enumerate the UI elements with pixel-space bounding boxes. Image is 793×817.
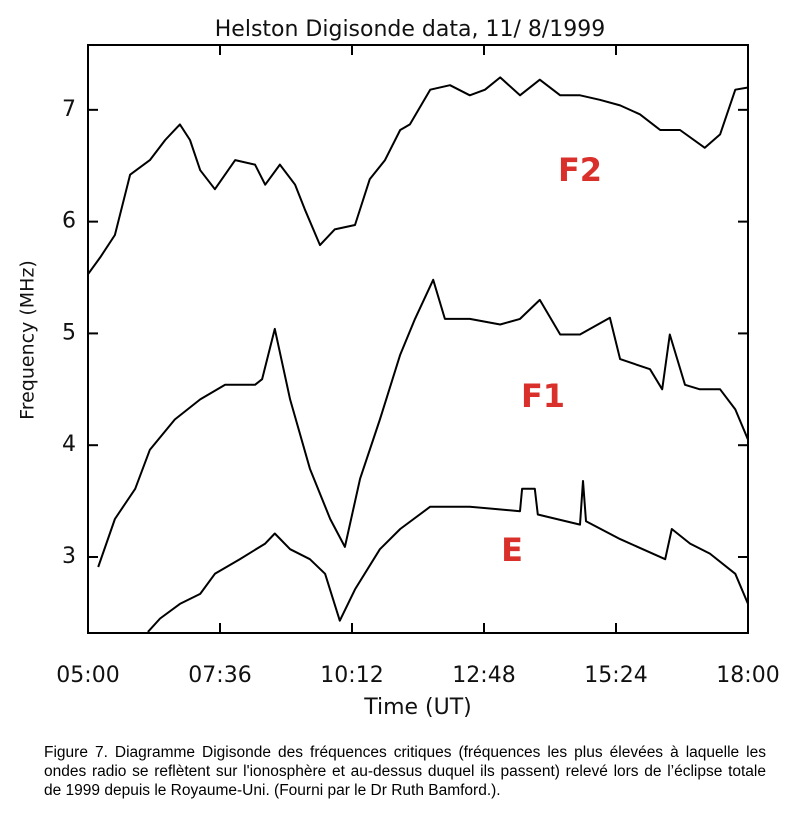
series-label: E xyxy=(501,531,523,569)
x-tick-label: 07:36 xyxy=(188,663,251,688)
y-tick-label: 3 xyxy=(62,544,76,569)
series-label: F1 xyxy=(521,377,565,415)
caption: Figure 7. Diagramme Digisonde des fréque… xyxy=(44,744,766,799)
chart-title: Helston Digisonde data, 11/ 8/1999 xyxy=(215,17,606,42)
x-axis-label: Time (UT) xyxy=(363,695,472,720)
x-tick-label: 10:12 xyxy=(320,663,383,688)
x-tick-label: 12:48 xyxy=(452,663,515,688)
series-label: F2 xyxy=(558,151,602,189)
y-tick-label: 7 xyxy=(62,97,76,122)
series-line xyxy=(147,480,749,633)
x-tick-label: 18:00 xyxy=(716,663,779,688)
y-tick-label: 4 xyxy=(62,432,76,457)
plot-frame xyxy=(87,44,749,634)
x-tick-label: 15:24 xyxy=(584,663,647,688)
y-tick-label: 5 xyxy=(62,320,76,345)
y-tick-label: 6 xyxy=(62,209,76,234)
series-line xyxy=(97,278,749,568)
chart: Helston Digisonde data, 11/ 8/1999 Time … xyxy=(17,17,780,720)
y-axis-label: Frequency (MHz) xyxy=(17,260,39,420)
series-line xyxy=(87,76,749,275)
x-tick-label: 05:00 xyxy=(56,663,119,688)
